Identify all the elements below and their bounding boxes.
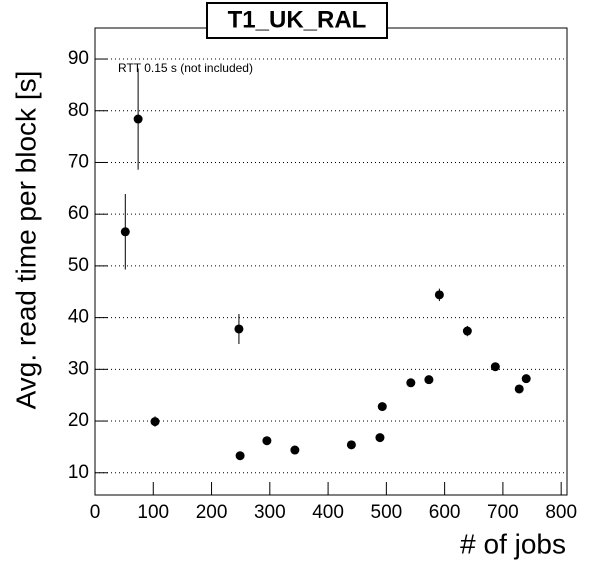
y-tick-label: 90 xyxy=(68,48,89,69)
x-tick-label: 200 xyxy=(196,502,228,523)
point xyxy=(133,114,143,124)
x-tick-label: 0 xyxy=(90,502,101,523)
x-tick-label: 100 xyxy=(137,502,169,523)
point xyxy=(521,374,531,384)
point xyxy=(235,451,245,461)
point xyxy=(262,436,272,446)
point xyxy=(377,402,387,412)
point xyxy=(462,326,472,336)
y-tick-label: 20 xyxy=(68,410,89,431)
x-tick-label: 600 xyxy=(429,502,461,523)
y-tick-label: 10 xyxy=(68,462,89,483)
y-tick-label: 70 xyxy=(68,151,89,172)
point xyxy=(406,378,416,388)
title-box xyxy=(206,2,388,39)
y-tick-label: 40 xyxy=(68,307,89,328)
chart-title: T1_UK_RAL xyxy=(228,6,367,33)
x-axis-label: # of jobs xyxy=(460,528,566,559)
y-tick-label: 60 xyxy=(68,203,89,224)
point xyxy=(514,384,524,394)
y-tick-label: 80 xyxy=(68,100,89,121)
point xyxy=(290,445,300,455)
point xyxy=(424,375,434,385)
point xyxy=(434,290,444,300)
y-axis-label: Avg. read time per block [s] xyxy=(10,71,41,410)
y-tick-label: 50 xyxy=(68,255,89,276)
y-tick-label: 30 xyxy=(68,358,89,379)
point xyxy=(234,324,244,334)
point xyxy=(120,227,130,237)
annotation: RTT 0.15 s (not included) xyxy=(118,61,253,75)
point xyxy=(490,362,500,372)
x-tick-label: 400 xyxy=(312,502,344,523)
point xyxy=(346,440,356,450)
x-tick-label: 800 xyxy=(545,502,577,523)
point xyxy=(375,433,385,443)
x-tick-label: 300 xyxy=(254,502,286,523)
x-tick-label: 700 xyxy=(487,502,519,523)
point xyxy=(150,417,160,427)
x-tick-label: 500 xyxy=(371,502,403,523)
